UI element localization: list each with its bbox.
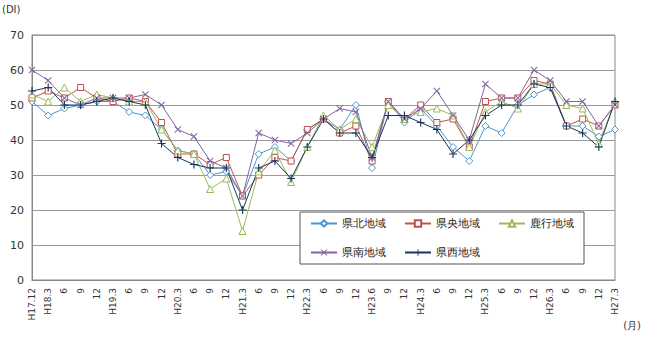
svg-text:12: 12 xyxy=(92,288,102,299)
svg-text:12: 12 xyxy=(221,288,231,299)
svg-text:H27.3: H27.3 xyxy=(610,288,620,315)
svg-text:50: 50 xyxy=(10,99,24,112)
svg-text:9: 9 xyxy=(140,288,150,294)
svg-text:12: 12 xyxy=(399,288,409,299)
svg-text:0: 0 xyxy=(17,274,24,287)
svg-text:鹿行地域: 鹿行地域 xyxy=(530,217,574,230)
svg-text:12: 12 xyxy=(529,288,539,299)
svg-text:H19.3: H19.3 xyxy=(108,288,118,315)
svg-text:9: 9 xyxy=(383,288,393,294)
svg-text:12: 12 xyxy=(464,288,474,299)
svg-text:H20.3: H20.3 xyxy=(173,288,183,315)
svg-text:30: 30 xyxy=(10,169,24,182)
svg-text:6: 6 xyxy=(561,288,571,294)
svg-text:12: 12 xyxy=(157,288,167,299)
svg-text:県西地域: 県西地域 xyxy=(436,246,480,259)
svg-text:H21.3: H21.3 xyxy=(238,288,248,315)
svg-text:6: 6 xyxy=(497,288,507,294)
svg-text:H25.3: H25.3 xyxy=(480,288,490,315)
svg-text:(月): (月) xyxy=(623,320,641,331)
svg-text:H26.3: H26.3 xyxy=(545,288,555,315)
svg-text:10: 10 xyxy=(10,239,24,252)
svg-text:H18.3: H18.3 xyxy=(43,288,53,315)
svg-text:6: 6 xyxy=(189,288,199,294)
svg-text:60: 60 xyxy=(10,64,24,77)
svg-text:9: 9 xyxy=(76,288,86,294)
svg-text:H23.6: H23.6 xyxy=(367,288,377,315)
svg-text:H22.3: H22.3 xyxy=(302,288,312,315)
svg-text:40: 40 xyxy=(10,134,24,147)
svg-text:9: 9 xyxy=(335,288,345,294)
svg-text:県南地域: 県南地域 xyxy=(342,246,386,259)
svg-text:9: 9 xyxy=(270,288,280,294)
svg-text:6: 6 xyxy=(124,288,134,294)
svg-text:6: 6 xyxy=(254,288,264,294)
svg-text:県央地域: 県央地域 xyxy=(436,217,480,230)
svg-text:(DI): (DI) xyxy=(2,4,21,15)
svg-text:12: 12 xyxy=(351,288,361,299)
svg-text:12: 12 xyxy=(594,288,604,299)
svg-text:H24.3: H24.3 xyxy=(416,288,426,315)
svg-text:6: 6 xyxy=(59,288,69,294)
svg-text:9: 9 xyxy=(513,288,523,294)
svg-text:9: 9 xyxy=(205,288,215,294)
svg-text:H17.12: H17.12 xyxy=(27,288,37,321)
svg-text:6: 6 xyxy=(432,288,442,294)
svg-text:9: 9 xyxy=(578,288,588,294)
svg-text:9: 9 xyxy=(448,288,458,294)
svg-text:6: 6 xyxy=(319,288,329,294)
svg-text:県北地域: 県北地域 xyxy=(342,217,386,230)
svg-text:20: 20 xyxy=(10,204,24,217)
svg-text:12: 12 xyxy=(286,288,296,299)
svg-text:70: 70 xyxy=(10,29,24,42)
